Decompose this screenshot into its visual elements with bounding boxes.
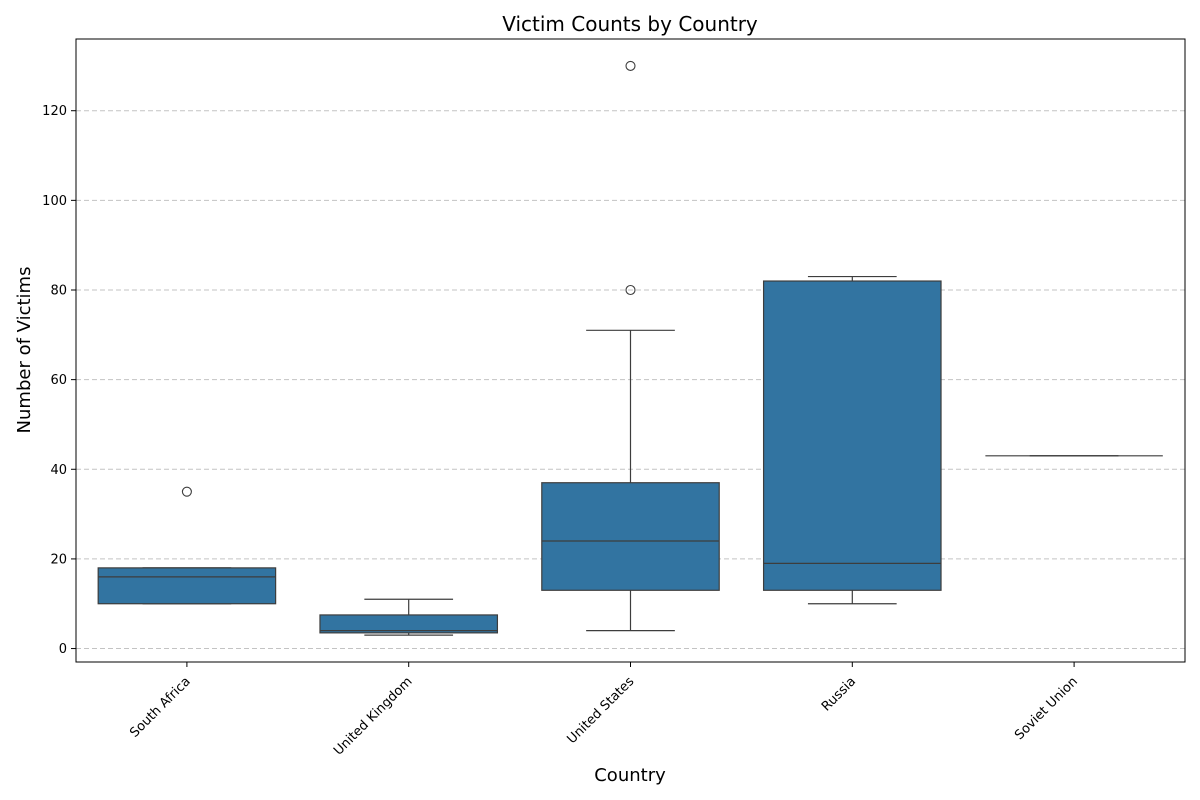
box-group (541, 60, 720, 632)
y-tick-label: 0 (59, 642, 67, 657)
x-tick-label: Russia (819, 674, 859, 714)
box-series (97, 60, 1163, 636)
outlier-point (181, 486, 192, 497)
outlier-point (625, 284, 636, 296)
y-tick-label: 80 (50, 283, 67, 298)
box-iqr (541, 482, 720, 591)
y-tick-label: 20 (50, 552, 67, 567)
outlier-point (625, 60, 636, 71)
box-iqr (762, 280, 942, 591)
y-tick-label: 120 (42, 104, 67, 119)
box-group (762, 275, 942, 605)
box-group (97, 486, 277, 605)
box-group (319, 598, 499, 636)
x-tick-label: Soviet Union (1012, 674, 1081, 743)
x-tick-label: South Africa (127, 674, 193, 740)
y-tick-label: 40 (50, 463, 67, 478)
x-tick-label: United States (564, 674, 637, 747)
chart-title: Victim Counts by Country (502, 12, 758, 36)
y-axis-ticks: 0 20 40 60 80 100 120 (42, 104, 76, 657)
y-axis-label: Number of Victims (14, 267, 35, 434)
x-axis-label: Country (594, 765, 666, 786)
y-tick-label: 60 (50, 373, 67, 388)
box-iqr (97, 567, 277, 605)
y-tick-label: 100 (42, 194, 67, 209)
x-axis-ticks: South Africa United Kingdom United States R… (127, 662, 1081, 759)
x-tick-label: United Kingdom (331, 674, 415, 758)
box-iqr (319, 614, 499, 634)
